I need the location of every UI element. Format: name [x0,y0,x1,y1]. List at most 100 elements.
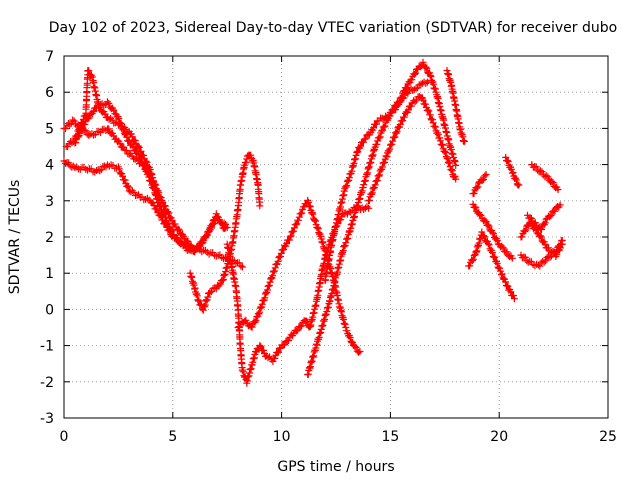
data-point [128,130,131,134]
data-point [519,235,523,239]
data-point [197,300,201,304]
data-point [95,170,98,174]
series-track-5 [186,151,264,314]
data-point [447,141,451,145]
data-point [106,127,109,130]
data-point [252,159,255,163]
data-point [498,243,501,246]
data-point [313,217,316,221]
data-point [215,286,218,289]
data-point [380,130,383,134]
data-point [243,319,246,322]
data-point [426,80,429,83]
data-point [519,253,523,257]
y-tick-label: 2 [45,230,54,246]
data-point [189,272,192,275]
data-point [347,210,351,213]
data-point [243,163,246,166]
data-point [249,326,253,329]
data-point [478,214,481,217]
data-point [321,322,325,326]
data-point [236,326,240,329]
data-point [471,192,475,195]
data-point [537,232,540,235]
data-point [295,221,299,224]
data-point [369,130,373,134]
data-point [445,69,449,72]
data-point [291,333,294,336]
data-point [363,138,366,141]
x-tick-label: 5 [168,429,177,445]
data-point [71,119,74,123]
data-point [484,174,488,177]
data-point [530,163,534,166]
data-point [506,286,510,289]
data-point [106,101,109,105]
data-point [419,94,423,98]
data-point [91,76,94,79]
data-point [289,235,292,239]
data-point [548,177,551,181]
data-point [434,91,438,94]
data-point [493,257,497,260]
data-point [441,116,444,119]
data-point [62,159,66,163]
data-point [350,170,353,174]
y-tick-label: 7 [45,49,54,65]
data-point [262,297,266,300]
y-tick-label: 4 [45,158,54,174]
data-point [282,246,285,250]
data-point [221,279,225,282]
series-markers [465,228,518,303]
y-tick-label: -3 [40,411,54,427]
data-point [149,199,153,202]
data-point [73,167,77,170]
data-point [241,264,244,268]
data-point [328,300,331,304]
data-point [95,105,98,108]
data-point [413,87,416,90]
series-markers [234,196,364,356]
data-point [356,148,359,152]
data-point [428,72,431,76]
data-point [149,170,153,174]
series-markers [71,98,229,255]
data-point [517,185,520,188]
data-point [487,243,490,246]
data-point [532,221,536,224]
data-point [504,250,507,253]
data-point [232,235,235,239]
y-axis-label: SDTVAR / TECUs [7,180,23,295]
series-markers [528,161,562,193]
data-point [86,69,90,72]
data-point [402,116,405,119]
series-markers [186,151,264,314]
data-point [511,170,514,174]
data-point [236,206,240,210]
data-point [258,344,262,347]
y-tick-label: 5 [45,121,54,137]
data-point [247,152,251,155]
data-point [62,127,66,130]
data-point [206,232,209,235]
data-point [323,279,327,282]
data-point [321,264,325,268]
data-point [189,250,192,253]
data-point [249,366,253,369]
data-point [115,138,118,141]
data-point [347,232,351,235]
data-point [304,319,307,322]
series-track-9 [321,58,460,284]
data-point [84,119,87,123]
data-point [367,199,370,202]
data-point [341,250,344,253]
data-point [115,112,118,116]
data-point [106,116,109,119]
data-point [415,69,418,72]
data-point [308,326,312,329]
data-point [97,130,101,134]
y-axis-ticks: -3 -2 -1 0 1 2 3 4 5 6 7 [40,49,608,427]
data-point [315,300,318,304]
data-point [128,141,131,145]
